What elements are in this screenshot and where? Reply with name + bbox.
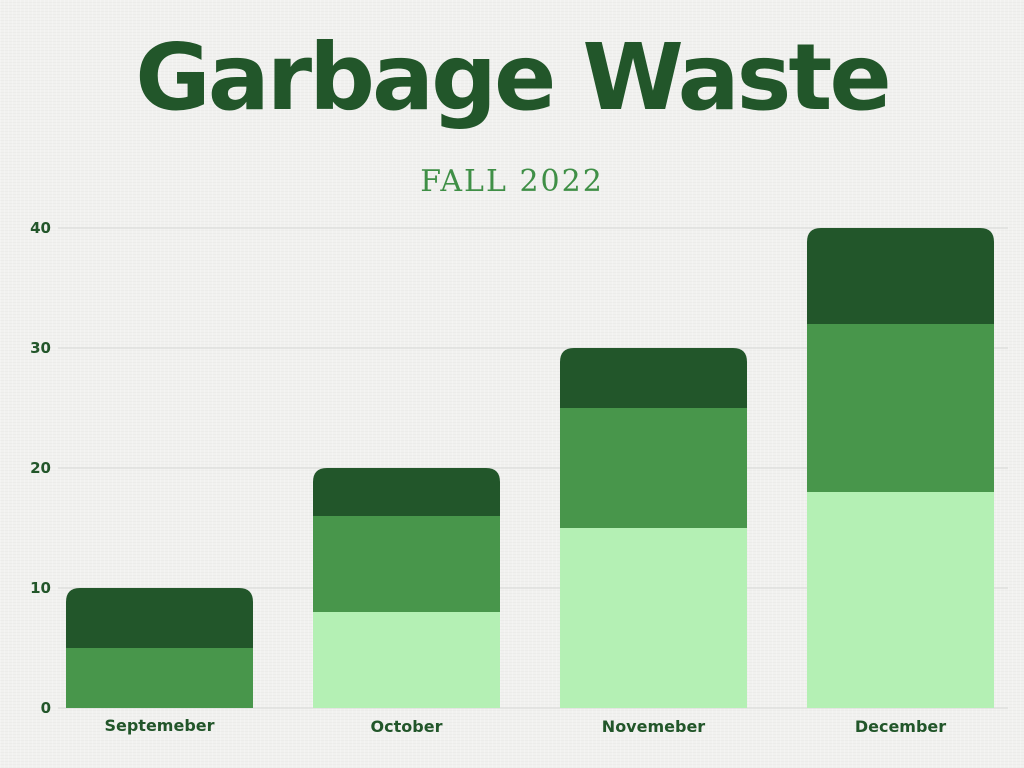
- bar-segment-septemeber-3: [66, 588, 253, 648]
- bar-segment-october-2: [313, 516, 500, 612]
- bar-segment-septemeber-2: [66, 648, 253, 708]
- chart-subtitle: FALL 2022: [420, 164, 604, 199]
- y-tick-label: 20: [30, 459, 51, 477]
- chart-title: Garbage Waste: [135, 24, 892, 131]
- x-tick-label: October: [371, 717, 443, 736]
- bar-segment-novemeber-1: [560, 528, 747, 708]
- bars: [66, 228, 994, 708]
- x-tick-label: December: [855, 717, 946, 736]
- x-tick-label: Septemeber: [104, 716, 214, 735]
- bar-segment-novemeber-3: [560, 348, 747, 408]
- x-tick-label: Novemeber: [602, 717, 705, 736]
- bar-segment-december-3: [807, 228, 994, 324]
- y-tick-label: 40: [30, 219, 51, 237]
- y-tick-label: 0: [41, 699, 51, 717]
- bar-segment-october-1: [313, 612, 500, 708]
- bar-segment-december-1: [807, 492, 994, 708]
- y-tick-label: 10: [30, 579, 51, 597]
- y-axis-ticks: 0 10 20 30 40: [30, 219, 51, 717]
- bar-segment-novemeber-2: [560, 408, 747, 528]
- bar-segment-october-3: [313, 468, 500, 516]
- x-axis-ticks: Septemeber October Novemeber December: [104, 716, 946, 736]
- y-tick-label: 30: [30, 339, 51, 357]
- bar-segment-december-2: [807, 324, 994, 492]
